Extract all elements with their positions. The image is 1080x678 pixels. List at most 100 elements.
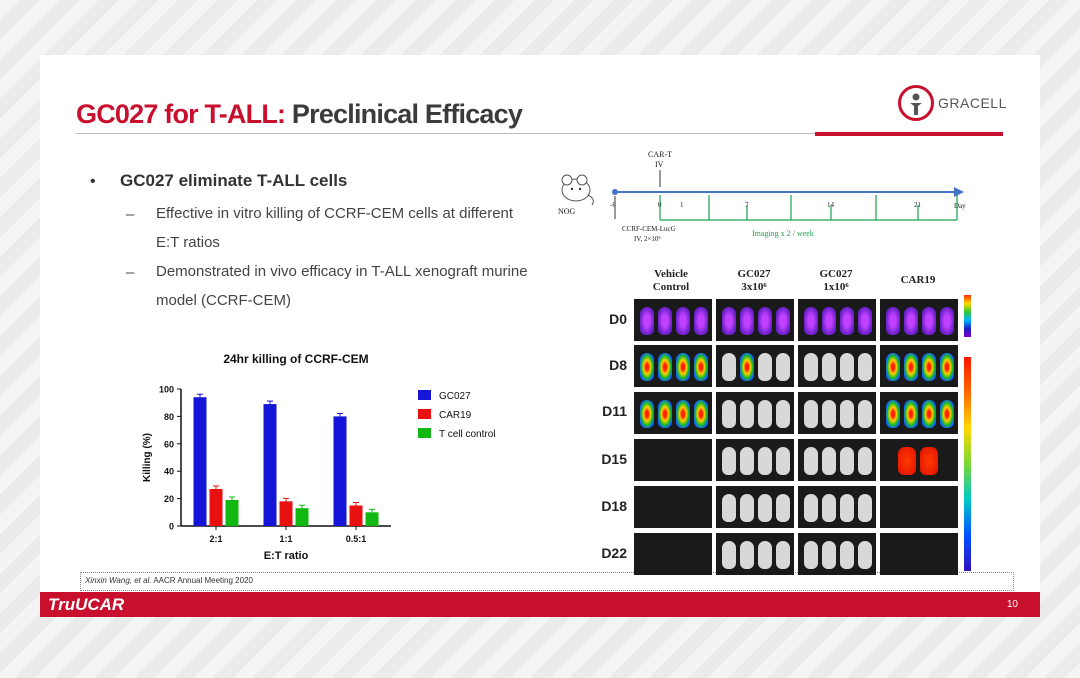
mouse-image [822, 447, 836, 475]
y-tick-label: 80 [164, 412, 174, 422]
row-label-d11: D11 [602, 403, 627, 419]
mouse-image [658, 307, 672, 335]
mouse-image [722, 307, 736, 335]
chart-title: 24hr killing of CCRF-CEM [223, 352, 368, 366]
imaging-cell [634, 299, 712, 341]
citation-venue: AACR Annual Meeting 2020 [153, 576, 253, 585]
mouse-image [858, 447, 872, 475]
bullet-main-text: GC027 eliminate T-ALL cells [120, 171, 348, 190]
mouse-image [758, 307, 772, 335]
mouse-image [676, 353, 690, 381]
legend-swatch-car19 [418, 409, 431, 419]
mouse-image [804, 494, 818, 522]
mouse-image [658, 353, 672, 381]
imaging-cell [634, 439, 712, 481]
row-label-d18: D18 [601, 498, 627, 514]
mouse-image [776, 307, 790, 335]
timeline-start-dot [612, 189, 618, 195]
sub-bullet-dash-1: – [126, 206, 135, 223]
mouse-image [940, 353, 954, 381]
killing-chart: 24hr killing of CCRF-CEM 0 20 40 60 80 100 Kill… [135, 347, 525, 567]
imaging-cell [716, 533, 794, 575]
mouse-image [740, 494, 754, 522]
row-label-d15: D15 [601, 451, 627, 467]
y-tick-label: 0 [169, 522, 174, 532]
mouse-image [804, 307, 818, 335]
citation: Xinxin Wang, et al. AACR Annual Meeting … [80, 572, 1014, 591]
iv-label: IV [655, 160, 664, 169]
mouse-image [758, 447, 772, 475]
page-number: 10 [1006, 599, 1018, 610]
mouse-image [822, 307, 836, 335]
mouse-image [776, 447, 790, 475]
imaging-cell [634, 345, 712, 387]
mouse-image [940, 400, 954, 428]
sub-bullet-dash-2: – [126, 264, 135, 281]
bar-gc027-2:1 [193, 397, 207, 526]
mouse-image [922, 307, 936, 335]
color-scale-top [964, 295, 971, 337]
bar-t-cell-control-1:1 [295, 508, 309, 526]
study-timeline: NOG CAR-T IV -6 0 1 7 14 21 Day CCRF-CEM… [558, 150, 966, 243]
mouse-image [740, 353, 754, 381]
mouse-image [640, 353, 654, 381]
mouse-image [658, 400, 672, 428]
mouse-image [886, 307, 900, 335]
mouse-image [758, 541, 772, 569]
mouse-image [822, 541, 836, 569]
mouse-image [822, 494, 836, 522]
y-tick-label: 100 [159, 385, 174, 395]
injection-dose: IV, 2×10⁶ [634, 235, 661, 243]
mouse-image [904, 353, 918, 381]
footer-brand: TruUCAR [48, 595, 125, 614]
mouse-image [840, 447, 854, 475]
row-label-d0: D0 [609, 311, 627, 327]
injection-label: CCRF-CEM-LucG [622, 225, 676, 233]
imaging-cell [716, 392, 794, 434]
mouse-image [776, 541, 790, 569]
imaging-cell [798, 533, 876, 575]
bar-car19-2:1 [209, 489, 223, 526]
mouse-image [640, 400, 654, 428]
mouse-image [804, 541, 818, 569]
mouse-image [758, 353, 772, 381]
imaging-cell [798, 345, 876, 387]
imaging-cell [798, 392, 876, 434]
mouse-image [776, 353, 790, 381]
mouse-image [694, 307, 708, 335]
mouse-image [904, 307, 918, 335]
mouse-image [920, 447, 938, 475]
title-highlight: GC027 for T-ALL: [76, 99, 286, 129]
mouse-image [740, 541, 754, 569]
mouse-image [776, 494, 790, 522]
tick-neg6: -6 [610, 201, 616, 209]
mouse-image [886, 400, 900, 428]
x-tick-label: 2:1 [209, 534, 222, 544]
imaging-cell [798, 299, 876, 341]
imaging-cell [798, 439, 876, 481]
mouse-image [886, 353, 900, 381]
mouse-image [858, 494, 872, 522]
logo-text: GRACELL [938, 95, 1007, 111]
mouse-image [722, 541, 736, 569]
timeline-arrowhead-icon [954, 187, 964, 197]
mouse-image [804, 447, 818, 475]
col-head-car19: CAR19 [900, 274, 936, 286]
mouse-image [822, 400, 836, 428]
y-tick-label: 20 [164, 494, 174, 504]
mouse-image [840, 353, 854, 381]
slide-title: GC027 for T-ALL: Preclinical Efficacy [76, 99, 523, 130]
mouse-image [676, 400, 690, 428]
bar-t-cell-control-0.5:1 [365, 512, 379, 526]
mouse-image [722, 494, 736, 522]
imaging-cell [798, 486, 876, 528]
legend-swatch-t-cell-control [418, 428, 431, 438]
company-logo: GRACELL [898, 85, 1006, 125]
citation-author: Xinxin Wang, et al. [85, 576, 152, 585]
sub-bullet-2: Demonstrated in vivo efficacy in T-ALL x… [156, 263, 528, 309]
y-tick-label: 40 [164, 467, 174, 477]
legend-swatch-gc027 [418, 390, 431, 400]
col-head-gc027-high: GC027 3x10⁶ [737, 268, 771, 293]
mouse-image [840, 400, 854, 428]
mouse-image [640, 307, 654, 335]
